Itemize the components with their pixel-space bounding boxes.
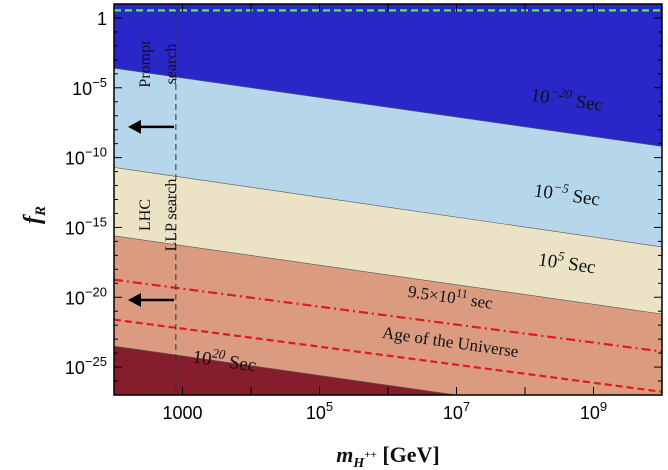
svg-text:LLP search: LLP search (163, 179, 180, 252)
region-label-2: 105 Sec (537, 245, 598, 278)
y-tick-label-1: 10−5 (72, 75, 107, 99)
x-tick-label-1: 105 (306, 399, 333, 423)
annotation-0: Prompt search (137, 40, 180, 88)
x-tick-label-0: 1000 (162, 403, 202, 423)
svg-text:Prompt: Prompt (137, 40, 154, 88)
svg-text:fR: fR (20, 206, 49, 224)
svg-text:LHC: LHC (137, 199, 154, 231)
y-tick-label-4: 10−20 (65, 284, 107, 308)
arrow-left-1 (128, 293, 174, 308)
y-tick-label-3: 10−15 (65, 214, 107, 238)
x-axis-label: mH++ [GeV] (336, 442, 439, 470)
region-label-3: 1020 Sec (191, 343, 258, 377)
y-tick-label-5: 10−25 (65, 354, 107, 378)
region-2 (114, 167, 662, 315)
x-tick-label-2: 107 (443, 399, 470, 423)
svg-text:search: search (163, 44, 180, 85)
region-boundary (114, 235, 662, 315)
annotation-1: LHC LLP search (137, 179, 180, 252)
lifetime-regions (114, 4, 662, 395)
region-boundary (114, 167, 662, 248)
arrow-left-0 (128, 119, 174, 134)
region-boundary (114, 345, 459, 395)
x-tick-label-3: 109 (580, 399, 607, 423)
series-line-0 (114, 278, 662, 353)
region-4 (114, 346, 457, 395)
y-tick-label-2: 10−10 (65, 145, 107, 169)
region-label-1: 10−5 Sec (532, 176, 601, 210)
y-tick-label-0: 1 (97, 9, 107, 29)
series-lines (114, 9, 662, 393)
region-label-0: 10−20 Sec (529, 81, 605, 116)
region-3 (114, 235, 662, 395)
y-axis-label: fR (20, 206, 49, 224)
axes: 1000 105 107 109 1 10−5 10−10 10−15 10−20 10−25 mH… (20, 3, 663, 470)
region-boundary (114, 67, 662, 147)
region-1 (114, 68, 662, 247)
region-0 (114, 4, 662, 147)
series-line-1 (114, 318, 662, 393)
